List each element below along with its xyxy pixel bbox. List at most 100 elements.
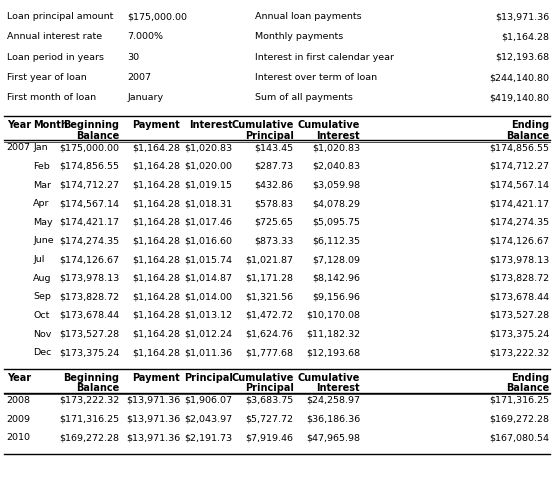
Text: $1,016.60: $1,016.60 — [184, 237, 233, 245]
Text: Cumulative: Cumulative — [231, 373, 294, 383]
Text: Apr: Apr — [33, 199, 50, 208]
Text: $174,274.35: $174,274.35 — [489, 218, 550, 227]
Text: First year of loan: First year of loan — [7, 73, 86, 82]
Text: $1,018.31: $1,018.31 — [184, 199, 233, 208]
Text: $171,316.25: $171,316.25 — [59, 415, 119, 424]
Text: $174,712.27: $174,712.27 — [490, 162, 550, 171]
Text: $4,078.29: $4,078.29 — [312, 199, 360, 208]
Text: Sum of all payments: Sum of all payments — [255, 93, 353, 103]
Text: $1,906.07: $1,906.07 — [184, 396, 233, 405]
Text: Balance: Balance — [76, 131, 119, 141]
Text: $173,978.13: $173,978.13 — [59, 274, 119, 283]
Text: $1,011.36: $1,011.36 — [184, 348, 233, 357]
Text: $1,624.76: $1,624.76 — [245, 330, 294, 339]
Text: $1,164.28: $1,164.28 — [132, 311, 180, 320]
Text: $174,856.55: $174,856.55 — [59, 162, 119, 171]
Text: Beginning: Beginning — [63, 373, 119, 383]
Text: $173,678.44: $173,678.44 — [59, 311, 119, 320]
Text: $174,712.27: $174,712.27 — [59, 181, 119, 190]
Text: $10,170.08: $10,170.08 — [306, 311, 360, 320]
Text: $174,567.14: $174,567.14 — [490, 181, 550, 190]
Text: $2,043.97: $2,043.97 — [184, 415, 233, 424]
Text: Aug: Aug — [33, 274, 52, 283]
Text: Interest: Interest — [316, 131, 360, 141]
Text: $175,000.00: $175,000.00 — [127, 12, 187, 21]
Text: Cumulative: Cumulative — [297, 120, 360, 130]
Text: $1,020.00: $1,020.00 — [184, 162, 233, 171]
Text: Cumulative: Cumulative — [297, 373, 360, 383]
Text: $1,012.24: $1,012.24 — [184, 330, 233, 339]
Text: $287.73: $287.73 — [254, 162, 294, 171]
Text: $1,164.28: $1,164.28 — [132, 237, 180, 245]
Text: $174,567.14: $174,567.14 — [59, 199, 119, 208]
Text: $1,164.28: $1,164.28 — [132, 218, 180, 227]
Text: $13,971.36: $13,971.36 — [126, 415, 180, 424]
Text: $36,186.36: $36,186.36 — [306, 415, 360, 424]
Text: $173,527.28: $173,527.28 — [59, 330, 119, 339]
Text: $1,164.28: $1,164.28 — [132, 330, 180, 339]
Text: $1,164.28: $1,164.28 — [132, 274, 180, 283]
Text: $47,965.98: $47,965.98 — [306, 433, 360, 442]
Text: $9,156.96: $9,156.96 — [312, 292, 360, 302]
Text: $173,828.72: $173,828.72 — [59, 292, 119, 302]
Text: Ending: Ending — [511, 120, 550, 130]
Text: $1,164.28: $1,164.28 — [132, 255, 180, 264]
Text: $12,193.68: $12,193.68 — [306, 348, 360, 357]
Text: $1,015.74: $1,015.74 — [184, 255, 233, 264]
Text: $174,126.67: $174,126.67 — [490, 237, 550, 245]
Text: $173,375.24: $173,375.24 — [489, 330, 550, 339]
Text: $173,678.44: $173,678.44 — [489, 292, 550, 302]
Text: $1,020.83: $1,020.83 — [312, 143, 360, 152]
Text: January: January — [127, 93, 163, 103]
Text: Balance: Balance — [506, 383, 550, 393]
Text: $1,164.28: $1,164.28 — [132, 199, 180, 208]
Text: First month of loan: First month of loan — [7, 93, 96, 103]
Text: Interest: Interest — [316, 383, 360, 393]
Text: $174,856.55: $174,856.55 — [490, 143, 550, 152]
Text: Dec: Dec — [33, 348, 52, 357]
Text: Principal: Principal — [184, 373, 233, 383]
Text: $173,828.72: $173,828.72 — [489, 274, 550, 283]
Text: $1,164.28: $1,164.28 — [132, 181, 180, 190]
Text: Sep: Sep — [33, 292, 51, 302]
Text: 2007: 2007 — [7, 143, 30, 152]
Text: $1,777.68: $1,777.68 — [245, 348, 294, 357]
Text: $173,527.28: $173,527.28 — [489, 311, 550, 320]
Text: $174,421.17: $174,421.17 — [59, 218, 119, 227]
Text: Annual interest rate: Annual interest rate — [7, 32, 102, 42]
Text: $725.65: $725.65 — [255, 218, 294, 227]
Text: $5,095.75: $5,095.75 — [312, 218, 360, 227]
Text: Oct: Oct — [33, 311, 50, 320]
Text: $1,014.00: $1,014.00 — [184, 292, 233, 302]
Text: $174,274.35: $174,274.35 — [59, 237, 119, 245]
Text: Payment: Payment — [132, 373, 180, 383]
Text: Beginning: Beginning — [63, 120, 119, 130]
Text: $419,140.80: $419,140.80 — [490, 93, 550, 103]
Text: $13,971.36: $13,971.36 — [126, 433, 180, 442]
Text: $7,128.09: $7,128.09 — [312, 255, 360, 264]
Text: $1,014.87: $1,014.87 — [184, 274, 233, 283]
Text: $7,919.46: $7,919.46 — [245, 433, 294, 442]
Text: $3,059.98: $3,059.98 — [312, 181, 360, 190]
Text: Loan principal amount: Loan principal amount — [7, 12, 113, 21]
Text: Jan: Jan — [33, 143, 48, 152]
Text: $171,316.25: $171,316.25 — [489, 396, 550, 405]
Text: Mar: Mar — [33, 181, 51, 190]
Text: $175,000.00: $175,000.00 — [59, 143, 119, 152]
Text: $167,080.54: $167,080.54 — [490, 433, 550, 442]
Text: $173,375.24: $173,375.24 — [59, 348, 119, 357]
Text: $12,193.68: $12,193.68 — [495, 53, 550, 62]
Text: Balance: Balance — [506, 131, 550, 141]
Text: Jul: Jul — [33, 255, 45, 264]
Text: $2,040.83: $2,040.83 — [312, 162, 360, 171]
Text: $1,164.28: $1,164.28 — [132, 348, 180, 357]
Text: Annual loan payments: Annual loan payments — [255, 12, 361, 21]
Text: 7.000%: 7.000% — [127, 32, 163, 42]
Text: $1,020.83: $1,020.83 — [184, 143, 233, 152]
Text: $173,222.32: $173,222.32 — [489, 348, 550, 357]
Text: $173,222.32: $173,222.32 — [59, 396, 119, 405]
Text: Month: Month — [33, 120, 68, 130]
Text: $13,971.36: $13,971.36 — [126, 396, 180, 405]
Text: Loan period in years: Loan period in years — [7, 53, 104, 62]
Text: $174,421.17: $174,421.17 — [490, 199, 550, 208]
